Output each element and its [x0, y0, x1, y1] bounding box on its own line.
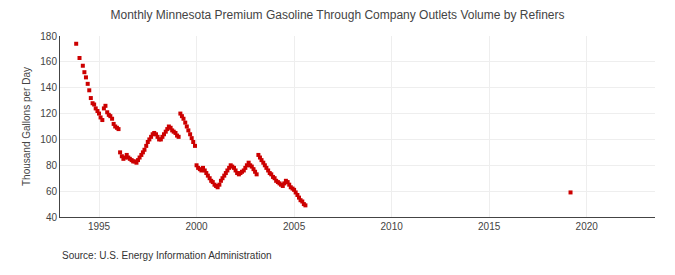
- svg-text:Source: U.S. Energy Informatio: Source: U.S. Energy Information Administ…: [62, 250, 272, 261]
- svg-text:80: 80: [46, 160, 58, 171]
- svg-text:Thousand Gallons per Day: Thousand Gallons per Day: [21, 67, 32, 186]
- svg-text:180: 180: [40, 31, 57, 42]
- svg-text:40: 40: [46, 212, 58, 223]
- svg-text:2015: 2015: [478, 221, 501, 232]
- svg-text:160: 160: [40, 56, 57, 67]
- svg-text:120: 120: [40, 108, 57, 119]
- svg-text:2010: 2010: [381, 221, 404, 232]
- svg-text:2020: 2020: [576, 221, 599, 232]
- svg-text:Monthly Minnesota Premium Gaso: Monthly Minnesota Premium Gasoline Throu…: [111, 8, 565, 22]
- svg-text:100: 100: [40, 134, 57, 145]
- svg-text:1995: 1995: [88, 221, 111, 232]
- svg-text:60: 60: [46, 186, 58, 197]
- svg-text:2005: 2005: [283, 221, 306, 232]
- svg-text:140: 140: [40, 82, 57, 93]
- svg-text:2000: 2000: [185, 221, 208, 232]
